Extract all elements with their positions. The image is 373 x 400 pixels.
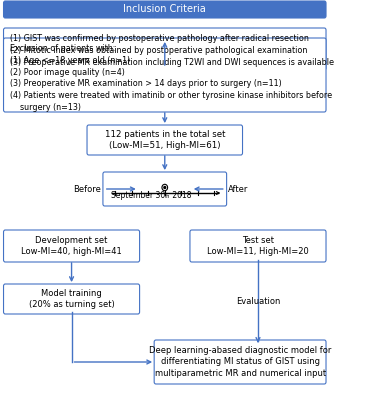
Circle shape: [164, 186, 166, 188]
Text: Development set
Low-MI=40, high-MI=41: Development set Low-MI=40, high-MI=41: [21, 236, 122, 256]
Text: Model training
(20% as turning set): Model training (20% as turning set): [29, 289, 115, 310]
Text: Exclusion of patients with:
(1) Age <=18 years old (n=1)
(2) Poor image quality : Exclusion of patients with: (1) Age <=18…: [10, 44, 332, 112]
FancyBboxPatch shape: [3, 38, 326, 112]
FancyBboxPatch shape: [87, 125, 242, 155]
FancyBboxPatch shape: [154, 340, 326, 384]
Circle shape: [162, 184, 167, 191]
Text: 2018: 2018: [170, 191, 192, 200]
Text: (1) GIST was confirmed by postoperative pathology after radical resection
(2) Mi: (1) GIST was confirmed by postoperative …: [10, 34, 334, 67]
FancyBboxPatch shape: [3, 28, 326, 70]
FancyBboxPatch shape: [190, 230, 326, 262]
Text: Deep learning-abased diagnostic model for
differentiating MI status of GIST usin: Deep learning-abased diagnostic model fo…: [149, 346, 331, 378]
Text: September 30: September 30: [110, 191, 165, 200]
Text: Before: Before: [73, 184, 101, 194]
Text: After: After: [228, 184, 249, 194]
Text: 112 patients in the total set
(Low-MI=51, High-MI=61): 112 patients in the total set (Low-MI=51…: [104, 130, 225, 150]
Text: Evaluation: Evaluation: [236, 296, 280, 306]
FancyBboxPatch shape: [103, 172, 227, 206]
FancyBboxPatch shape: [3, 230, 140, 262]
Text: th: th: [165, 194, 170, 198]
FancyBboxPatch shape: [3, 284, 140, 314]
Text: Inclusion Criteria: Inclusion Criteria: [123, 4, 206, 14]
FancyBboxPatch shape: [3, 1, 326, 18]
Text: Test set
Low-MI=11, High-MI=20: Test set Low-MI=11, High-MI=20: [207, 236, 309, 256]
